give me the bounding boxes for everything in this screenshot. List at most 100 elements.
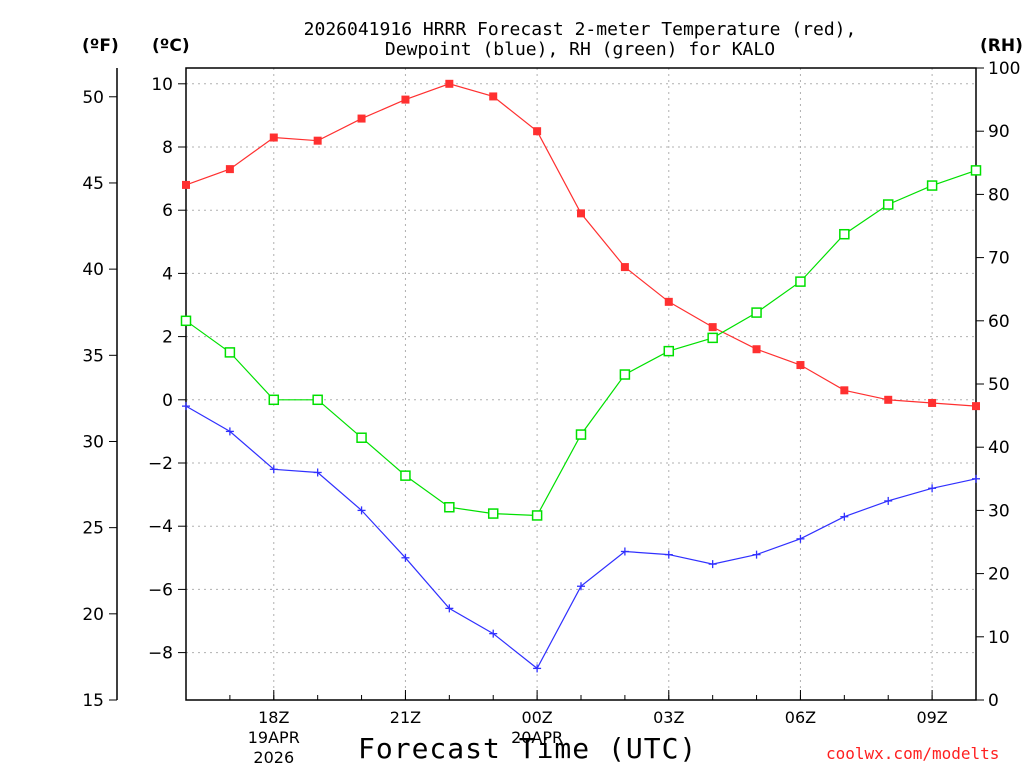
rh-point [751, 307, 762, 318]
x-tick-label: 00Z [521, 708, 552, 727]
x-tick-label: 18Z [258, 708, 289, 727]
dewpoint-point [489, 629, 498, 638]
fahrenheit-unit-label: (ºF) [82, 36, 119, 56]
fahrenheit-tick-label: 20 [82, 605, 104, 625]
chart-title-line-1: 2026041916 HRRR Forecast 2-meter Tempera… [303, 19, 857, 40]
temperature-point [489, 92, 498, 101]
temperature-point [884, 395, 893, 404]
x-tick-label: 2026 [253, 748, 294, 767]
rh-point [707, 332, 718, 344]
celsius-tick-label: −8 [148, 644, 173, 664]
rh-point [224, 347, 236, 358]
fahrenheit-tick-label: 35 [82, 346, 104, 366]
rh-tick-label: 90 [988, 122, 1010, 142]
fahrenheit-tick-label: 50 [82, 88, 104, 108]
x-tick-label: 19APR [248, 728, 300, 747]
rh-unit-label: (RH) [980, 36, 1023, 56]
celsius-unit-label: (ºC) [152, 36, 190, 56]
temperature-point [401, 95, 410, 104]
rh-point [926, 180, 938, 191]
rh-tick-label: 30 [988, 501, 1010, 521]
rh-point [356, 432, 367, 443]
celsius-tick-label: 4 [162, 264, 173, 284]
dewpoint-point [708, 560, 717, 569]
celsius-tick-label: 10 [151, 75, 173, 95]
rh-point [444, 501, 455, 513]
x-tick-label: 06Z [785, 708, 816, 727]
rh-point [268, 394, 280, 406]
rh-tick-label: 100 [988, 59, 1020, 79]
rh-point [619, 369, 631, 380]
data-series [180, 79, 982, 673]
temperature-point [533, 127, 542, 136]
dewpoint-point [313, 468, 322, 477]
credit-link[interactable]: coolwx.com/modelts [826, 744, 1000, 763]
dewpoint-point [401, 553, 410, 562]
temperature-point [269, 133, 278, 142]
rh-tick-label: 10 [988, 628, 1010, 648]
axes: 1086420−2−4−6−85045403530252015100908070… [82, 59, 1020, 767]
dewpoint-point [357, 506, 366, 515]
rh-point [663, 345, 675, 357]
rh-point [839, 228, 850, 240]
x-axis-label: Forecast Time (UTC) [358, 732, 698, 765]
x-tick-label: 03Z [653, 708, 684, 727]
dewpoint-point [225, 427, 234, 436]
celsius-tick-label: 2 [162, 328, 173, 348]
celsius-tick-label: −6 [148, 580, 173, 600]
dewpoint-point [796, 534, 805, 543]
rh-line [185, 169, 977, 517]
celsius-tick-label: −2 [148, 454, 173, 474]
temperature-point [357, 114, 366, 123]
dewpoint-line [185, 405, 977, 670]
temperature-point [225, 165, 234, 174]
temperature-point [840, 386, 849, 395]
rh-point [575, 429, 587, 440]
rh-tick-label: 80 [988, 185, 1010, 205]
fahrenheit-tick-label: 15 [82, 691, 104, 711]
dewpoint-point [182, 402, 190, 411]
rh-tick-label: 60 [988, 312, 1010, 332]
rh-point [531, 510, 543, 521]
celsius-tick-label: 0 [162, 391, 173, 411]
temperature-point [182, 180, 190, 189]
rh-tick-label: 0 [988, 691, 999, 711]
x-tick-label: 09Z [916, 708, 947, 727]
temperature-point [620, 263, 629, 272]
temperature-point [445, 79, 454, 88]
celsius-tick-label: 8 [162, 138, 173, 158]
dewpoint-point [445, 604, 454, 613]
celsius-tick-label: −4 [148, 517, 173, 537]
dewpoint-point [533, 664, 542, 673]
temperature-point [664, 297, 673, 306]
fahrenheit-tick-label: 25 [82, 519, 104, 539]
fahrenheit-tick-label: 45 [82, 174, 104, 194]
dewpoint-point [884, 496, 893, 505]
rh-point [970, 165, 982, 176]
grid-lines [186, 68, 976, 700]
dewpoint-point [972, 474, 980, 483]
dewpoint-point [664, 550, 673, 559]
rh-point [487, 508, 499, 519]
dewpoint-point [752, 550, 761, 559]
chart-title-line-2: Dewpoint (blue), RH (green) for KALO [384, 39, 776, 60]
rh-point [795, 276, 806, 287]
dewpoint-point [577, 582, 585, 591]
temperature-point [972, 402, 980, 411]
temperature-point [708, 323, 717, 332]
dewpoint-point [620, 547, 629, 556]
plot-frame [185, 67, 977, 701]
rh-tick-label: 20 [988, 565, 1010, 585]
temperature-line [185, 83, 977, 407]
rh-point [180, 315, 192, 327]
dewpoint-point [928, 484, 937, 493]
dewpoint-point [840, 512, 849, 521]
rh-tick-label: 50 [988, 375, 1010, 395]
fahrenheit-tick-label: 40 [82, 260, 104, 280]
celsius-tick-label: 6 [162, 201, 173, 221]
temperature-point [928, 398, 937, 407]
x-tick-label: 20APR [511, 728, 563, 747]
temperature-point [577, 209, 585, 218]
rh-point [400, 470, 411, 481]
